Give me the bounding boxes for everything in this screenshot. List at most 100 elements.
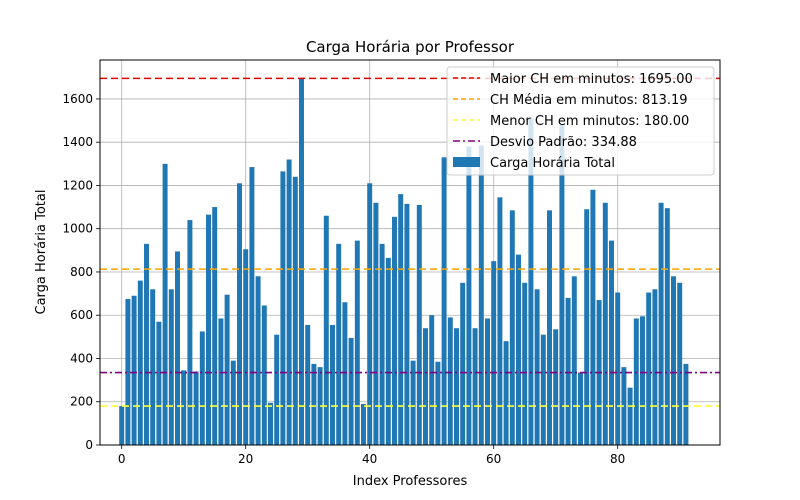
- bar: [206, 214, 211, 445]
- bar: [528, 118, 534, 446]
- bar: [224, 294, 230, 445]
- bar: [516, 254, 521, 445]
- bar: [299, 78, 304, 446]
- bar: [553, 329, 559, 445]
- bar: [615, 292, 621, 445]
- y-tick-label: 1000: [62, 222, 93, 236]
- legend-label: CH Média em minutos: 813.19: [490, 93, 688, 108]
- chart-title: Carga Horária por Professor: [306, 38, 515, 56]
- bar: [485, 318, 490, 445]
- bar: [633, 318, 639, 445]
- x-axis-ticks: 0 20 40 60 80: [118, 445, 625, 466]
- bar: [292, 176, 298, 445]
- bars: [119, 78, 689, 446]
- y-tick-label: 800: [70, 265, 93, 279]
- bar: [168, 289, 174, 445]
- legend-label: Desvio Padrão: 334.88: [490, 135, 637, 150]
- bar: [249, 167, 255, 445]
- legend-label: Carga Horária Total: [490, 156, 615, 171]
- bar: [447, 317, 453, 445]
- bar: [144, 243, 149, 445]
- bar: [627, 387, 633, 445]
- bar: [646, 292, 652, 445]
- bar: [454, 328, 459, 445]
- bar: [423, 328, 428, 445]
- bar: [565, 297, 571, 445]
- bar: [305, 324, 311, 445]
- bar: [361, 403, 366, 445]
- bar: [664, 208, 670, 445]
- bar: [392, 216, 397, 445]
- bar: [212, 207, 218, 445]
- bar: [280, 171, 286, 445]
- bar: [559, 124, 565, 446]
- bar: [441, 157, 447, 445]
- y-tick-label: 0: [85, 438, 93, 452]
- bar: [367, 183, 373, 446]
- bar: [590, 189, 596, 445]
- y-tick-label: 400: [70, 351, 93, 365]
- x-axis-label: Index Professores: [353, 474, 468, 489]
- bar: [398, 194, 404, 445]
- bar: [683, 363, 689, 445]
- bar: [466, 146, 472, 446]
- bar: [150, 289, 156, 445]
- bar: [274, 334, 280, 445]
- bar: [571, 276, 577, 445]
- legend-label: Menor CH em minutos: 180.00: [490, 114, 689, 129]
- bar: [497, 197, 503, 445]
- bar: [460, 282, 466, 445]
- bar: [286, 159, 292, 445]
- legend: Maior CH em minutos: 1695.00 CH Média em …: [446, 66, 715, 176]
- bar: [193, 371, 199, 445]
- bar: [354, 240, 360, 445]
- bar: [243, 249, 249, 445]
- y-tick-label: 1400: [62, 135, 93, 149]
- x-tick-label: 40: [362, 452, 377, 466]
- x-tick-label: 20: [238, 452, 253, 466]
- bar: [429, 315, 435, 445]
- x-tick-label: 0: [118, 452, 126, 466]
- bar: [410, 360, 416, 445]
- bar: [509, 210, 515, 445]
- legend-box: [446, 66, 715, 176]
- bar: [348, 337, 354, 445]
- bar: [187, 220, 193, 445]
- x-tick-label: 60: [486, 452, 501, 466]
- bar: [125, 299, 131, 445]
- legend-bar-swatch: [453, 157, 480, 167]
- bar: [677, 282, 683, 445]
- bar: [330, 324, 335, 445]
- bar: [119, 406, 125, 445]
- bar: [416, 204, 422, 445]
- bar: [175, 251, 180, 445]
- y-tick-label: 200: [70, 395, 93, 409]
- bar: [131, 295, 137, 445]
- bar: [156, 321, 162, 445]
- bar: [435, 361, 441, 445]
- bar: [199, 331, 205, 445]
- y-tick-label: 600: [70, 308, 93, 322]
- y-tick-label: 1600: [62, 92, 93, 106]
- bar: [218, 318, 224, 445]
- bar: [540, 334, 546, 445]
- bar: [230, 360, 236, 445]
- bar: [584, 209, 590, 445]
- bar: [602, 202, 608, 445]
- bar: [137, 280, 143, 445]
- bar: [522, 282, 528, 445]
- bar: [342, 302, 348, 445]
- reference-lines: [100, 77, 720, 407]
- legend-label: Maior CH em minutos: 1695.00: [490, 72, 693, 87]
- bar: [547, 210, 552, 445]
- bar: [255, 276, 261, 445]
- bar: [578, 372, 583, 445]
- bar: [640, 316, 645, 445]
- bar: [181, 370, 187, 445]
- bar: [373, 202, 379, 445]
- bar: [336, 243, 342, 445]
- x-tick-label: 80: [610, 452, 625, 466]
- bar: [472, 328, 478, 445]
- y-axis-label: Carga Horária Total: [34, 190, 49, 315]
